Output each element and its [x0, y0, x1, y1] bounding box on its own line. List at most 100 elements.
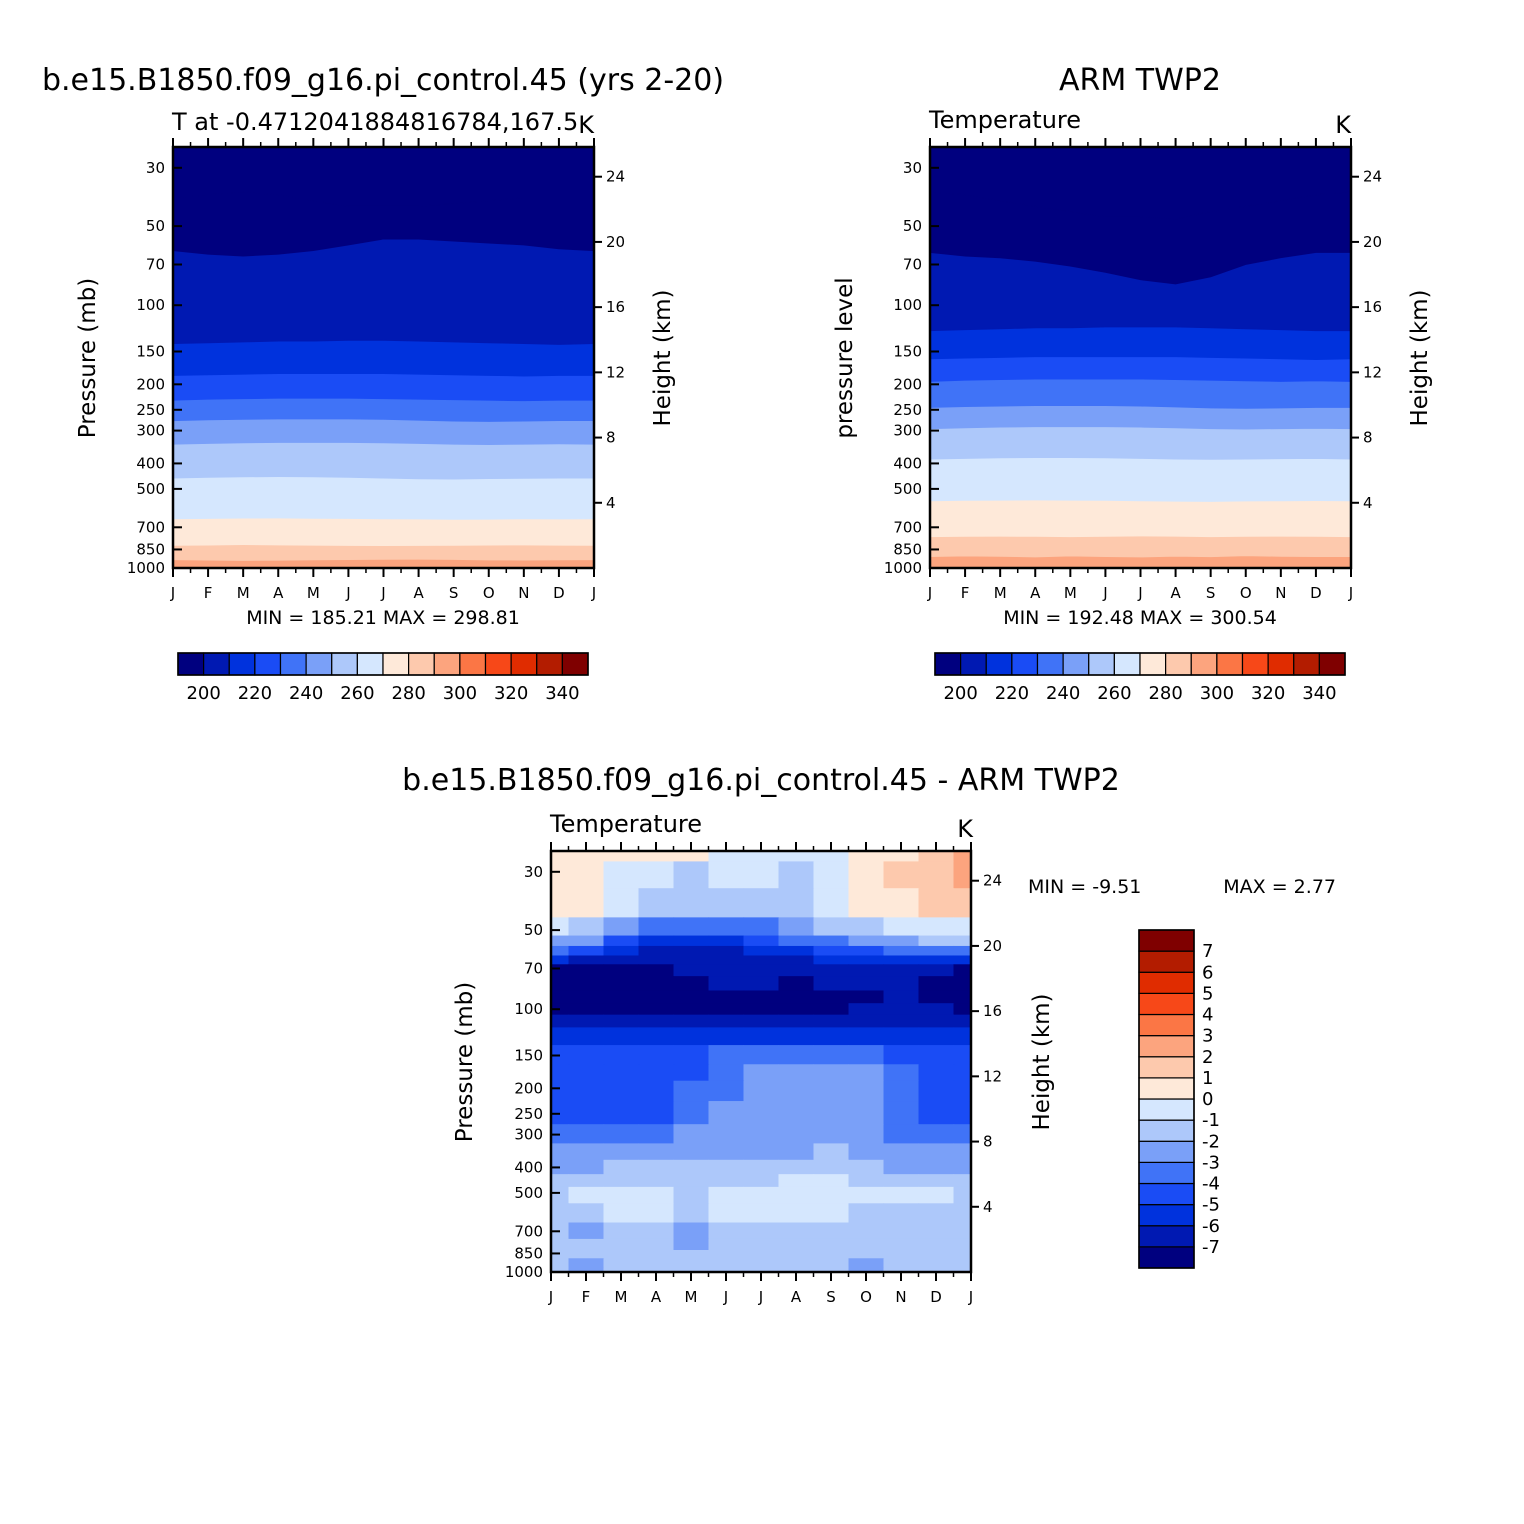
contour-cell — [778, 1124, 815, 1144]
contour-cell — [883, 1080, 920, 1102]
contour-cell — [638, 1186, 675, 1204]
month-tick-label: F — [204, 584, 213, 602]
contour-cell — [638, 1159, 675, 1175]
contour-cell — [743, 1174, 780, 1188]
contour-cell — [673, 1101, 710, 1125]
contour-cell — [638, 1080, 675, 1102]
colorbar-label: 3 — [1202, 1026, 1213, 1047]
contour-cell — [953, 851, 972, 862]
colorbar-label: 5 — [1202, 983, 1213, 1004]
pressure-tick-label: 50 — [903, 217, 922, 235]
y-axis-label: Pressure (mb) — [452, 982, 478, 1142]
month-tick-label: O — [860, 1288, 872, 1306]
contour-cell — [568, 851, 605, 862]
colorbar-label: -1 — [1202, 1110, 1220, 1131]
contour-cell — [673, 1027, 710, 1046]
contour-cell — [708, 990, 745, 1004]
contour-cell — [603, 1143, 640, 1161]
pressure-tick-label: 100 — [514, 1000, 543, 1018]
contour-cell — [778, 990, 815, 1004]
contour-cell — [743, 1101, 780, 1125]
contour-cell — [953, 990, 972, 1004]
contour-cell — [883, 1003, 920, 1016]
y-axis-right-label: Height (km) — [650, 289, 676, 426]
contour-cell — [568, 1258, 605, 1269]
height-tick-label: 4 — [983, 1198, 993, 1216]
contour-band — [929, 499, 1352, 538]
height-tick-label: 16 — [1363, 298, 1382, 316]
contour-cell — [603, 1101, 640, 1125]
contour-cell — [638, 1124, 675, 1144]
contour-cell — [813, 1101, 850, 1125]
contour-cell — [568, 1143, 605, 1161]
contour-cell — [778, 1045, 815, 1065]
contour-cell — [918, 1014, 955, 1028]
contour-cell — [918, 964, 955, 977]
difference-panel: b.e15.B1850.f09_g16.pi_control.45 - ARM … — [402, 763, 1336, 1306]
contour-cell — [883, 1222, 920, 1240]
contour-cell — [953, 917, 972, 937]
colorbar-swatch — [536, 652, 563, 676]
contour-cell — [551, 1174, 570, 1188]
units-label: K — [1335, 111, 1352, 139]
contour-cell — [708, 1258, 745, 1269]
contour-cell — [603, 976, 640, 992]
contour-cell — [551, 1186, 570, 1204]
contour-cell — [551, 1101, 570, 1125]
contour-cell — [708, 945, 745, 957]
contour-cell — [918, 1186, 955, 1204]
contour-cell — [673, 1143, 710, 1161]
contour-cell — [918, 888, 955, 918]
contour-cell — [813, 1003, 850, 1016]
contour-cell — [953, 955, 972, 965]
contour-band — [172, 544, 595, 561]
contour-cell — [708, 1249, 745, 1259]
height-tick-label: 20 — [983, 937, 1002, 955]
contour-cell — [568, 1080, 605, 1102]
contour-cell — [883, 1064, 920, 1082]
month-tick-label: O — [1240, 584, 1252, 602]
pressure-tick-label: 200 — [514, 1079, 543, 1097]
colorbar-swatch — [484, 652, 512, 676]
month-tick-label: F — [961, 584, 970, 602]
pressure-tick-label: 150 — [893, 342, 922, 360]
contour-cell — [953, 1258, 972, 1269]
month-tick-label: S — [826, 1288, 836, 1306]
contour-cell — [778, 1222, 815, 1240]
contour-cell — [551, 955, 570, 965]
contour-cell — [883, 861, 920, 889]
colorbar-label: 0 — [1202, 1089, 1213, 1110]
month-tick-label: J — [1348, 584, 1353, 602]
contour-cell — [551, 1258, 570, 1269]
pressure-tick-label: 850 — [893, 540, 922, 558]
contour-cell — [953, 1101, 972, 1125]
contour-cell — [568, 888, 605, 918]
contour-cell — [708, 1027, 745, 1046]
pressure-tick-label: 700 — [893, 518, 922, 536]
contour-cell — [551, 1080, 570, 1102]
contour-cell — [743, 1186, 780, 1204]
contour-cell — [708, 1101, 745, 1125]
colorbar-swatch — [1138, 1035, 1195, 1058]
contour-cell — [813, 1124, 850, 1144]
colorbar-swatch — [1011, 652, 1039, 676]
colorbar-label: 6 — [1202, 962, 1213, 983]
min-max-label: MIN = 185.21 MAX = 298.81 — [246, 607, 520, 629]
pressure-tick-label: 850 — [136, 540, 165, 558]
contour-cell — [883, 1159, 920, 1175]
contour-cell — [638, 1174, 675, 1188]
height-tick-label: 8 — [1363, 429, 1373, 447]
contour-cell — [953, 1027, 972, 1046]
contour-cell — [743, 955, 780, 965]
contour-cell — [918, 955, 955, 965]
pressure-tick-label: 250 — [136, 401, 165, 419]
colorbar-swatch — [254, 652, 282, 676]
contour-cell — [551, 976, 570, 992]
contour-cell — [743, 888, 780, 918]
height-tick-label: 4 — [606, 494, 616, 512]
pressure-tick-label: 300 — [893, 422, 922, 440]
contour-cell — [638, 1238, 675, 1251]
contour-cell — [848, 955, 885, 965]
colorbar-label: 1 — [1202, 1068, 1213, 1089]
contour-cell — [813, 976, 850, 992]
